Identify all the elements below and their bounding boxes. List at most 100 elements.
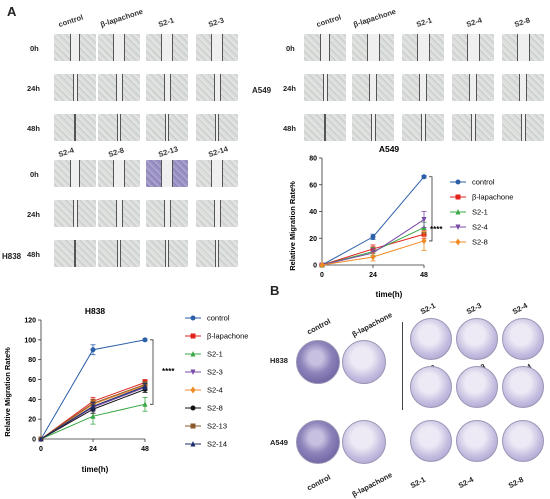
significance-mark: **** (430, 225, 443, 234)
wound-gap (161, 160, 173, 187)
row-label-0h: 0h (286, 44, 295, 53)
wound-image (146, 74, 188, 101)
wound-gap (70, 160, 80, 187)
wound-image (98, 34, 140, 61)
wound-gap (520, 114, 526, 141)
y-tick-label: 60 (28, 377, 36, 384)
legend-label: control (472, 178, 495, 187)
wound-image (352, 34, 394, 61)
x-tick-label: 0 (320, 272, 324, 279)
wound-gap (466, 34, 480, 61)
data-point (90, 413, 96, 419)
wound-image (352, 114, 394, 141)
wound-gap (211, 34, 223, 61)
h838-col-label: S2-8 (107, 145, 126, 159)
data-point (455, 209, 461, 215)
legend-label: control (207, 314, 230, 323)
wound-image (54, 74, 96, 101)
legend-label: S2-1 (207, 350, 223, 359)
wound-image (54, 160, 96, 187)
significance-bracket (150, 339, 154, 405)
wound-gap (370, 114, 376, 141)
colony-dish (296, 340, 340, 384)
a549-migration-chart: A549 Relative Migration Rate% time(h) 0 2… (288, 144, 513, 299)
legend-label: S2-13 (207, 422, 227, 431)
a549-col-label: S2-4 (465, 15, 484, 29)
x-tick-label: 48 (420, 272, 428, 279)
colony-dish (502, 318, 544, 360)
wound-gap (519, 74, 527, 101)
data-point (190, 351, 196, 357)
a549-col-label: β-lapachone (352, 6, 398, 30)
wound-image (402, 34, 444, 61)
legend-label: S2-14 (207, 440, 227, 449)
a549-col-label: S2-8 (513, 15, 532, 29)
x-tick-label: 48 (141, 446, 149, 453)
y-tick-label: 40 (28, 397, 36, 404)
data-point (90, 347, 96, 353)
colony-dish (502, 420, 544, 462)
wound-image (502, 34, 544, 61)
wound-image (452, 114, 494, 141)
row-label-0h: 0h (30, 170, 39, 179)
h838-legend: control β-lapachone S2-1 S2-3 S2-4 S2-8 S2-13 S… (185, 314, 248, 449)
wound-image (304, 34, 346, 61)
wound-image (502, 74, 544, 101)
data-point (190, 405, 196, 411)
legend-label: S2-8 (472, 238, 488, 247)
wound-gap (213, 200, 221, 227)
wound-image (54, 114, 96, 141)
a549-col-label: control (315, 12, 343, 29)
colony-dish (456, 366, 498, 408)
wound-gap (115, 74, 123, 101)
h838-col-label: S2-4 (57, 145, 76, 159)
legend-label: β-lapachone (472, 193, 513, 202)
y-tick-label: 0 (32, 437, 36, 444)
data-point (38, 436, 44, 442)
y-tick-label: 120 (24, 318, 36, 325)
h838-col-label: S2-14 (207, 144, 230, 159)
wound-gap (74, 240, 76, 267)
wound-gap (163, 200, 171, 227)
colony-row-label-a549: A549 (270, 438, 288, 447)
wound-gap (366, 34, 380, 61)
h838-col-label: S2-3 (207, 15, 226, 29)
legend-label: S2-4 (207, 386, 223, 395)
wound-image (196, 74, 238, 101)
significance-mark: **** (162, 367, 175, 376)
wound-gap (320, 34, 330, 61)
colony-col-label: S2-1 (408, 474, 428, 491)
colony-col-label: S2-4 (510, 300, 530, 317)
colony-dish (342, 340, 386, 384)
y-tick-label: 0 (313, 263, 317, 270)
wound-image (146, 34, 188, 61)
wound-gap (469, 74, 477, 101)
y-tick-label: 20 (28, 417, 36, 424)
h838-migration-chart: H838 Relative Migration Rate% time(h) 0 2… (3, 306, 248, 474)
h838-col-label: S2-13 (157, 144, 180, 159)
wound-gap (117, 240, 121, 267)
wound-gap (161, 34, 173, 61)
colony-col-label: S2-1 (418, 300, 438, 317)
wound-gap (115, 200, 123, 227)
wound-gap (215, 240, 219, 267)
data-point (455, 224, 461, 230)
row-label-24h: 24h (27, 210, 40, 219)
chart-title: A549 (379, 144, 400, 154)
h838-side-label: H838 (2, 252, 22, 261)
row-label-48h: 48h (27, 124, 40, 133)
significance-bracket (429, 176, 433, 242)
data-point (190, 441, 196, 447)
wound-gap (369, 74, 377, 101)
colony-dish (342, 420, 386, 464)
data-point (142, 383, 148, 389)
wound-image (146, 114, 188, 141)
y-tick-label: 20 (309, 236, 317, 243)
colony-dish (456, 420, 498, 462)
legend-label: S2-1 (472, 208, 488, 217)
x-axis-label: time(h) (376, 290, 403, 299)
row-label-48h: 48h (283, 124, 296, 133)
wound-image (146, 160, 188, 187)
colony-col-label: control (305, 472, 333, 493)
data-point (421, 174, 427, 180)
